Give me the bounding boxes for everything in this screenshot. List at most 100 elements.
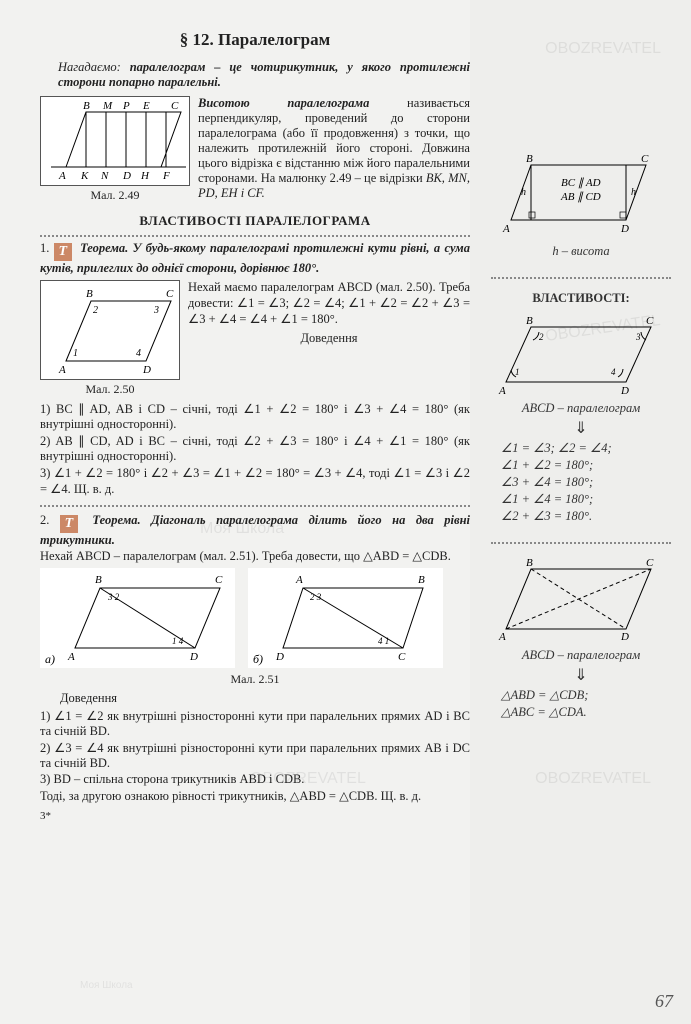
prop2-line: △ABC = △CDA.	[501, 704, 671, 721]
svg-text:3: 3	[635, 332, 641, 342]
theorem-2: 2. Т Теорема. Діагональ паралелограма ді…	[40, 513, 470, 804]
side-dotted	[491, 542, 671, 544]
svg-text:2 3: 2 3	[310, 592, 322, 602]
page: OBOZREVATEL OBOZREVATEL Моя Школа OBOZRE…	[0, 0, 691, 1024]
svg-text:C: C	[646, 557, 654, 569]
svg-text:H: H	[140, 170, 150, 182]
prop-line: ∠2 + ∠3 = 180°.	[501, 508, 671, 525]
fig-250-block: B C A D 2 3 1 4 Мал. 2.50	[40, 280, 180, 397]
t2-given: Нехай ABCD – паралелограм (мал. 2.51). Т…	[40, 548, 470, 564]
watermark: Моя Школа	[80, 980, 133, 991]
side-dotted	[491, 277, 671, 279]
svg-text:B: B	[86, 288, 93, 300]
svg-text:D: D	[122, 170, 131, 182]
svg-text:AB ∥ CD: AB ∥ CD	[560, 191, 601, 203]
proof-label-2: Доведення	[60, 691, 470, 706]
fig-251b-block: A B D C 2 3 4 1 б)	[248, 568, 448, 668]
svg-text:C: C	[215, 574, 223, 586]
p1-l1: 1) BC ∥ AD, AB і CD – січні, тоді ∠1 + ∠…	[40, 401, 470, 432]
svg-text:D: D	[142, 364, 151, 376]
fig-251b-svg: A B D C 2 3 4 1 б)	[248, 568, 443, 668]
side-fig-diag: B C A D ABCD – паралелограм ⇓ △ABD = △CD…	[491, 554, 671, 721]
t2-statement: Теорема. Діагональ паралелограма ділить …	[40, 513, 470, 547]
svg-text:A: A	[58, 170, 66, 182]
p2-l4: Тоді, за другою ознакою рівності трикутн…	[40, 788, 470, 804]
svg-text:M: M	[102, 100, 113, 112]
side-properties-title: ВЛАСТИВОСТІ:	[491, 291, 671, 306]
svg-text:h: h	[521, 187, 526, 198]
svg-text:C: C	[646, 315, 654, 327]
t1-given-col: Нехай маємо паралелограм ABCD (мал. 2.50…	[188, 280, 470, 346]
svg-text:B: B	[83, 100, 90, 112]
prop-line: ∠3 + ∠4 = 180°;	[501, 474, 671, 491]
t1-row: B C A D 2 3 1 4 Мал. 2.50 Нехай маємо па…	[40, 280, 470, 397]
p2-l2: 2) ∠3 = ∠4 як внутрішні різносторонні ку…	[40, 740, 470, 771]
svg-text:A: A	[498, 631, 506, 643]
side-fig1-caption: h – висота	[491, 244, 671, 259]
svg-text:а): а)	[45, 652, 55, 666]
side-fig2-svg: B C A D 1 2 3 4	[491, 312, 661, 397]
prop-line: ∠1 + ∠2 = 180°;	[501, 457, 671, 474]
side-fig3-caption: ABCD – паралелограм	[491, 648, 671, 663]
proof-1: 1) BC ∥ AD, AB і CD – січні, тоді ∠1 + ∠…	[40, 401, 470, 497]
svg-text:4 1: 4 1	[378, 636, 389, 646]
page-number: 67	[655, 991, 673, 1012]
prop-line: ∠1 + ∠4 = 180°;	[501, 491, 671, 508]
side-fig-angles: B C A D 1 2 3 4 ABCD – паралелограм ⇓ ∠1…	[491, 312, 671, 524]
fig-250-caption: Мал. 2.50	[40, 382, 180, 397]
fig-249-block: B M P E C A K N D H F Мал. 2.49	[40, 96, 190, 203]
watermark: OBOZREVATEL	[535, 770, 651, 788]
svg-text:C: C	[398, 651, 406, 663]
signature-mark: 3*	[40, 810, 470, 822]
dotted-line	[40, 505, 470, 507]
svg-text:N: N	[100, 170, 109, 182]
svg-text:BC ∥ AD: BC ∥ AD	[561, 177, 601, 189]
svg-text:B: B	[418, 574, 425, 586]
reminder-paragraph: Нагадаємо: паралелограм – це чотирикутни…	[58, 60, 470, 90]
side-fig3-svg: B C A D	[491, 554, 661, 644]
svg-text:D: D	[620, 223, 629, 235]
svg-text:3 2: 3 2	[107, 592, 120, 602]
svg-text:1: 1	[515, 367, 520, 377]
definition-text: Висотою паралелограма називається перпен…	[198, 96, 470, 201]
svg-text:2: 2	[93, 305, 98, 316]
prop-line: ∠1 = ∠3; ∠2 = ∠4;	[501, 440, 671, 457]
p1-l2: 2) AB ∥ CD, AD і BC – січні, тоді ∠2 + ∠…	[40, 433, 470, 464]
svg-text:4: 4	[136, 348, 141, 359]
side-fig1-svg: B C A D h h BC ∥ AD AB ∥ CD	[491, 150, 661, 240]
side-fig2-caption: ABCD – паралелограм	[491, 401, 671, 416]
svg-text:B: B	[95, 574, 102, 586]
fig-250-svg: B C A D 2 3 1 4	[40, 280, 180, 380]
t1-given: Нехай маємо паралелограм ABCD (мал. 2.50…	[188, 280, 470, 327]
theorem-icon: Т	[60, 515, 78, 533]
svg-text:B: B	[526, 153, 533, 165]
side-prop-lines: ∠1 = ∠3; ∠2 = ∠4; ∠1 + ∠2 = 180°; ∠3 + ∠…	[501, 440, 671, 524]
svg-text:D: D	[189, 651, 198, 663]
p1-l3: 3) ∠1 + ∠2 = 180° і ∠2 + ∠3 = ∠1 + ∠2 = …	[40, 465, 470, 497]
svg-text:A: A	[502, 223, 510, 235]
svg-text:4: 4	[611, 367, 616, 377]
fig-and-def-row: B M P E C A K N D H F Мал. 2.49 Висотою …	[40, 96, 470, 203]
reminder-prefix: Нагадаємо:	[58, 60, 130, 74]
side-fig-height: B C A D h h BC ∥ AD AB ∥ CD h – висота	[491, 150, 671, 259]
fig-251a-block: B C A D 3 2 1 4 а)	[40, 568, 240, 668]
svg-text:A: A	[67, 651, 75, 663]
svg-text:F: F	[162, 170, 170, 182]
arrow-1: ⇓	[491, 418, 671, 438]
svg-text:C: C	[171, 100, 179, 112]
fig-249-svg: B M P E C A K N D H F	[40, 96, 190, 186]
t1-statement: Теорема. У будь-якому паралелограмі прот…	[40, 241, 470, 275]
theorem-1: 1. Т Теорема. У будь-якому паралелограмі…	[40, 241, 470, 497]
svg-text:б): б)	[253, 652, 263, 666]
svg-text:E: E	[142, 100, 150, 112]
side-column: B C A D h h BC ∥ AD AB ∥ CD h – висота В…	[491, 30, 671, 739]
prop2-line: △ABD = △CDB;	[501, 687, 671, 704]
proof-2: 1) ∠1 = ∠2 як внутрішні різносторонні ку…	[40, 708, 470, 804]
svg-text:h: h	[631, 187, 636, 198]
section-title: § 12. Паралелограм	[40, 30, 470, 50]
t2-num: 2.	[40, 513, 49, 527]
fig-249-caption: Мал. 2.49	[40, 188, 190, 203]
svg-text:D: D	[620, 631, 629, 643]
subhead-properties: ВЛАСТИВОСТІ ПАРАЛЕЛОГРАМА	[40, 213, 470, 229]
main-column: § 12. Паралелограм Нагадаємо: паралелогр…	[40, 30, 470, 822]
